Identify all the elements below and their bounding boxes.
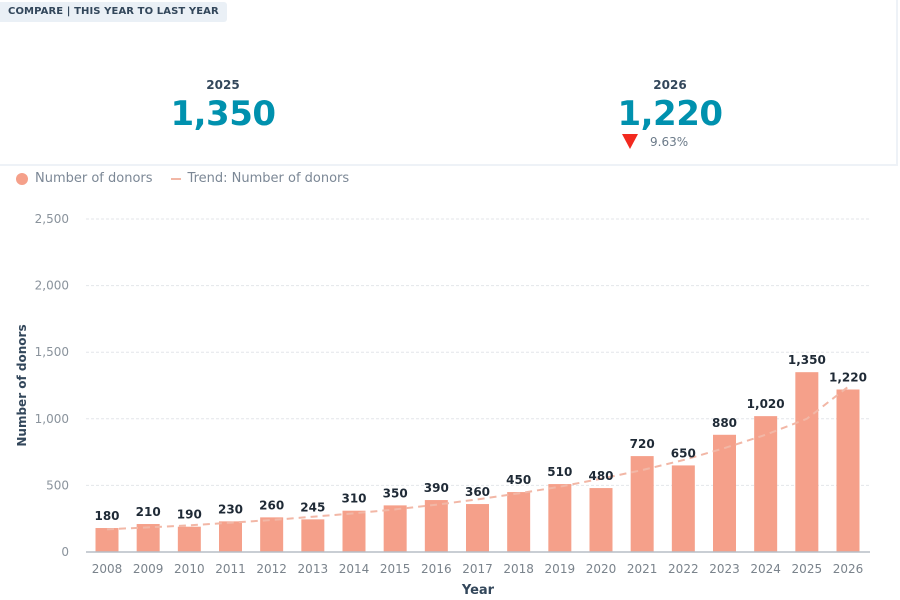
y-tick-label: 2,500 bbox=[35, 212, 69, 226]
bar-value-label: 350 bbox=[383, 486, 408, 500]
kpi-value: 1,350 bbox=[170, 94, 276, 134]
down-arrow-icon bbox=[622, 134, 638, 149]
y-tick-label: 1,000 bbox=[35, 412, 69, 426]
legend-label: Number of donors bbox=[35, 171, 153, 186]
bar bbox=[466, 504, 489, 552]
x-tick-label: 2017 bbox=[462, 562, 493, 576]
x-axis-title: Year bbox=[461, 583, 495, 598]
bar bbox=[177, 526, 201, 552]
bar bbox=[507, 492, 531, 552]
x-tick-label: 2019 bbox=[545, 562, 576, 576]
x-tick-label: 2015 bbox=[380, 562, 411, 576]
bar-value-label: 480 bbox=[588, 469, 613, 483]
bar-value-label: 1,020 bbox=[747, 397, 785, 411]
bar bbox=[219, 521, 242, 552]
bar bbox=[754, 416, 778, 552]
bar bbox=[424, 500, 448, 552]
bar-value-label: 260 bbox=[259, 498, 284, 512]
bar-value-label: 210 bbox=[136, 505, 161, 519]
bars bbox=[95, 372, 860, 552]
x-tick-label: 2012 bbox=[256, 562, 287, 576]
bar bbox=[136, 524, 160, 552]
x-tick-label: 2008 bbox=[92, 562, 123, 576]
kpi-change: 9.63% bbox=[622, 134, 688, 149]
x-tick-label: 2018 bbox=[503, 562, 534, 576]
bar-value-label: 450 bbox=[506, 473, 531, 487]
bar-value-label: 245 bbox=[300, 500, 325, 514]
x-tick-label: 2022 bbox=[668, 562, 699, 576]
bar-value-label: 1,220 bbox=[829, 370, 867, 384]
kpi-year-label: 2025 bbox=[206, 78, 240, 92]
compare-badge: COMPARE | THIS YEAR TO LAST YEAR bbox=[0, 2, 227, 22]
data-labels: 180 210 190 230 260 245 310 350 390 360 450 510 480 7… bbox=[94, 353, 867, 523]
kpi-current-year: 2026 1,220 bbox=[570, 78, 770, 132]
bar-value-label: 310 bbox=[341, 492, 366, 506]
kpi-panel bbox=[0, 0, 898, 166]
bar-value-label: 510 bbox=[547, 465, 572, 479]
circle-icon bbox=[16, 172, 28, 185]
bar bbox=[301, 519, 325, 552]
bar bbox=[836, 389, 860, 552]
x-tick-label: 2026 bbox=[833, 562, 864, 576]
y-axis-title: Number of donors bbox=[15, 324, 29, 446]
bar-value-label: 230 bbox=[218, 502, 243, 516]
bar bbox=[548, 484, 572, 552]
y-tick-label: 2,000 bbox=[35, 279, 69, 293]
bar-value-label: 360 bbox=[465, 485, 490, 499]
legend-item-donors[interactable]: Number of donors bbox=[16, 171, 153, 186]
y-tick-label: 500 bbox=[46, 478, 69, 492]
legend-label: Trend: Number of donors bbox=[187, 171, 350, 186]
x-tick-label: 2020 bbox=[586, 562, 617, 576]
y-tick-label: 1,500 bbox=[35, 345, 69, 359]
x-tick-label: 2024 bbox=[750, 562, 781, 576]
x-tick-label: 2010 bbox=[174, 562, 205, 576]
bar-chart: 0 500 1,000 1,500 2,000 2,500 180 210 190 230 260… bbox=[15, 212, 870, 598]
grid-lines bbox=[86, 218, 870, 486]
bar-value-label: 720 bbox=[630, 437, 655, 451]
x-tick-label: 2014 bbox=[339, 562, 370, 576]
bar-value-label: 880 bbox=[712, 416, 737, 430]
x-tick-label: 2023 bbox=[709, 562, 740, 576]
bar-value-label: 650 bbox=[671, 446, 696, 460]
dashed-line-icon bbox=[170, 177, 181, 180]
kpi-change-percent: 9.63% bbox=[650, 134, 689, 149]
bar-value-label: 390 bbox=[424, 481, 449, 495]
bar-value-label: 180 bbox=[94, 509, 119, 523]
bar bbox=[589, 488, 613, 552]
x-tick-label: 2009 bbox=[133, 562, 164, 576]
bar bbox=[342, 510, 366, 552]
bar bbox=[95, 528, 119, 552]
x-tick-label: 2025 bbox=[792, 562, 823, 576]
x-axis-ticks: 2008 2009 2010 2011 2012 2013 2014 2015 2016 2017… bbox=[92, 562, 864, 576]
bar-value-label: 190 bbox=[177, 508, 202, 522]
bar bbox=[671, 465, 695, 552]
trend-line bbox=[106, 386, 849, 531]
trend-line-group bbox=[106, 386, 849, 531]
x-tick-label: 2016 bbox=[421, 562, 452, 576]
bar-value-label: 1,350 bbox=[788, 353, 826, 367]
x-tick-label: 2011 bbox=[215, 562, 246, 576]
kpi-previous-year: 2025 1,350 bbox=[123, 78, 323, 132]
y-tick-label: 0 bbox=[61, 545, 69, 559]
bar bbox=[630, 456, 654, 552]
legend-item-trend[interactable]: Trend: Number of donors bbox=[170, 171, 350, 186]
bar bbox=[260, 517, 284, 552]
bar bbox=[383, 505, 407, 552]
x-tick-label: 2021 bbox=[627, 562, 658, 576]
bar bbox=[795, 372, 819, 552]
x-tick-label: 2013 bbox=[298, 562, 329, 576]
bar bbox=[713, 434, 736, 552]
kpi-value: 1,220 bbox=[617, 94, 723, 134]
y-axis-ticks: 0 500 1,000 1,500 2,000 2,500 bbox=[35, 212, 69, 559]
chart-legend: Number of donors Trend: Number of donors bbox=[16, 171, 349, 186]
kpi-year-label: 2026 bbox=[653, 78, 687, 92]
